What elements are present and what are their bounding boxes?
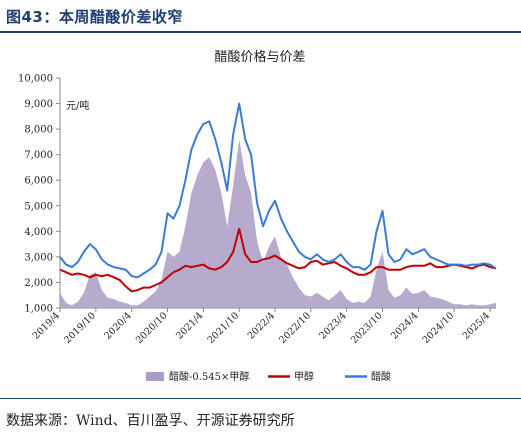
chart-title: 醋酸价格与价差 — [214, 49, 305, 65]
y-tick-label: 2,000 — [24, 278, 53, 289]
x-tick-label: 2022/4 — [246, 310, 277, 341]
x-tick-label: 2025/4 — [461, 310, 492, 341]
x-tick-label: 2021/4 — [174, 310, 205, 341]
y-tick-label: 4,000 — [24, 227, 53, 238]
x-tick-label: 2024/10 — [421, 310, 457, 346]
x-tick-label: 2021/10 — [206, 310, 242, 346]
series-line-acetic-acid — [59, 102, 497, 279]
figure-title: 图43：本周醋酸价差收窄 — [6, 8, 183, 26]
y-tick-label: 3,000 — [24, 252, 53, 263]
x-tick-label: 2020/10 — [134, 310, 170, 346]
y-unit-label: 元/吨 — [66, 99, 89, 112]
y-tick-label: 8,000 — [24, 125, 53, 136]
series-line-methanol — [59, 227, 497, 293]
y-tick-label: 5,000 — [24, 201, 53, 212]
y-tick-label: 7,000 — [24, 150, 53, 161]
legend-spread-swatch — [146, 372, 164, 381]
legend: 醋酸-0.545×甲醇 甲醇 醋酸 — [146, 370, 391, 383]
footer-divider — [0, 398, 521, 399]
y-tick-label: 9,000 — [24, 99, 53, 110]
y-tick-label: 10,000 — [18, 74, 53, 85]
header-divider — [0, 31, 521, 33]
legend-methanol-label: 甲醇 — [294, 370, 314, 383]
x-tick-label: 2023/4 — [317, 310, 348, 341]
series-group — [59, 102, 497, 308]
x-tick-label: 2020/4 — [102, 310, 133, 341]
y-tick-label: 1,000 — [24, 304, 53, 315]
y-tick-label: 6,000 — [24, 176, 53, 187]
legend-spread-label: 醋酸-0.545×甲醇 — [169, 370, 249, 383]
data-source: 数据来源：Wind、百川盈孚、开源证券研究所 — [6, 413, 295, 429]
series-area-spread — [60, 139, 496, 308]
price-spread-chart: 醋酸价格与价差 元/吨 1,000 2,000 3,000 4,000 5,000 6,0… — [18, 49, 497, 383]
x-tick-label: 2019/4 — [31, 310, 62, 341]
figure-header: 图43：本周醋酸价差收窄 — [0, 0, 521, 34]
x-tick-label: 2019/10 — [62, 310, 98, 346]
x-tick-label: 2023/10 — [349, 310, 385, 346]
x-tick-label: 2022/10 — [277, 310, 313, 346]
legend-acetic-acid-label: 醋酸 — [371, 370, 391, 383]
x-tick-label: 2024/4 — [389, 310, 420, 341]
